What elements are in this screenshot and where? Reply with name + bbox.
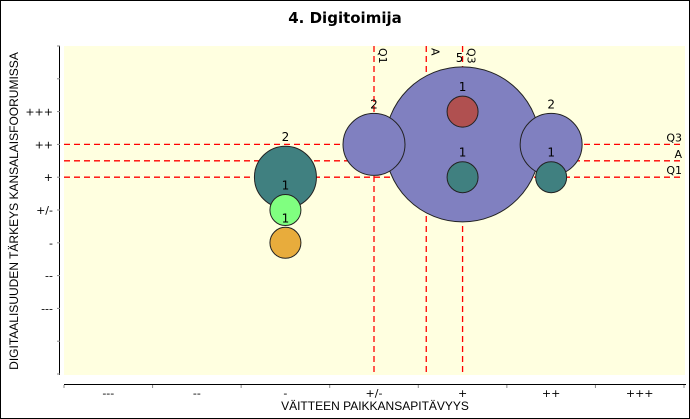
vertical-ref-label: A (428, 48, 441, 56)
bubble-count-label: 2 (370, 97, 378, 111)
horizontal-ref-label: Q1 (666, 164, 682, 177)
bubble-count-label: 2 (282, 130, 290, 144)
x-tick-label: + (458, 387, 467, 400)
y-tick-label: + (44, 171, 53, 184)
bubbles: 5 2 2 2 1 1 1 1 1 (253, 51, 583, 259)
bubble (446, 161, 479, 194)
bubble (269, 226, 302, 259)
x-tick-label: +++ (626, 387, 654, 400)
x-tick-label: - (283, 387, 287, 400)
y-tick-label: --- (41, 302, 53, 315)
bubble (535, 161, 568, 194)
vertical-ref-label: Q3 (465, 48, 478, 64)
y-tick-label: +/- (36, 204, 53, 217)
horizontal-ref-label: A (674, 148, 682, 161)
bubble-count-label: 1 (459, 80, 467, 94)
x-tick-label: ++ (542, 387, 560, 400)
y-tick-label: +++ (25, 106, 53, 119)
y-tick-label: - (49, 237, 53, 250)
bubble-count-label: 1 (547, 146, 555, 160)
axes: +++++++/---------- -- - +/- + ++ +++ (25, 45, 686, 400)
y-tick-label: -- (45, 270, 53, 283)
bubble (446, 95, 479, 128)
bubble-count-label: 1 (282, 211, 290, 225)
chart-title: 4. Digitoimija (288, 9, 401, 27)
vertical-ref-label: Q1 (376, 48, 389, 64)
y-axis-label: DIGITAALISUUDEN TÄRKEYS KANSALAISFOORUMI… (7, 52, 21, 370)
bubble-count-label: 1 (282, 179, 290, 193)
x-tick-label: +/- (366, 387, 383, 400)
x-tick-label: --- (102, 387, 114, 400)
horizontal-ref-label: Q3 (666, 131, 682, 144)
bubble-count-label: 1 (459, 146, 467, 160)
bubble-count-label: 2 (547, 97, 555, 111)
bubble-count-label: 5 (456, 51, 464, 65)
bubble (342, 112, 406, 176)
bubble (269, 194, 302, 226)
x-tick-label: -- (193, 387, 201, 400)
y-tick-label: ++ (35, 138, 53, 151)
x-axis-label: VÄITTEEN PAIKKANSAPITÄVYYS (281, 399, 469, 413)
